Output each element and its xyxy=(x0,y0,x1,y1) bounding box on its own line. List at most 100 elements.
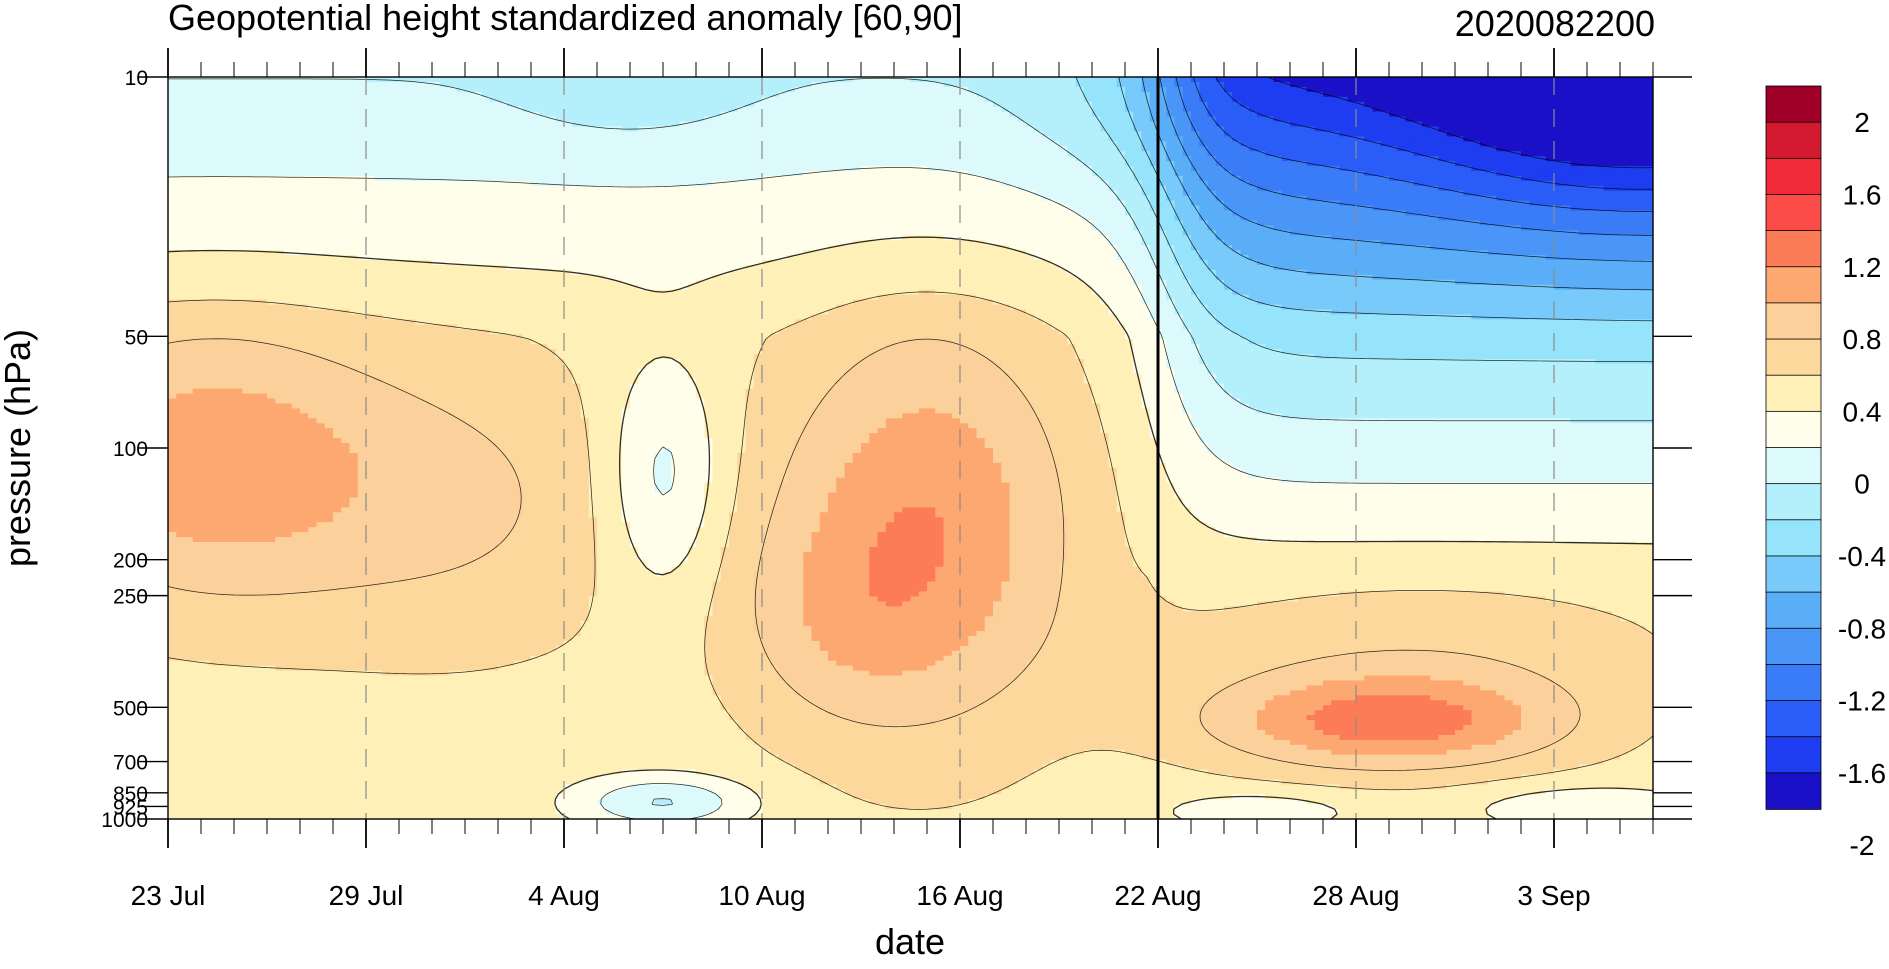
heatmap-cell xyxy=(1373,82,1382,88)
heatmap-cell xyxy=(1026,102,1035,108)
heatmap-cell xyxy=(1628,92,1637,98)
heatmap-cell xyxy=(1340,82,1349,88)
heatmap-cell xyxy=(845,87,854,93)
heatmap-cell xyxy=(960,117,969,123)
heatmap-cell xyxy=(737,87,746,93)
heatmap-cell xyxy=(1018,112,1027,118)
heatmap-cell xyxy=(498,77,507,83)
heatmap-cell xyxy=(861,87,870,93)
heatmap-cell xyxy=(647,102,656,108)
heatmap-cell xyxy=(267,102,276,108)
heatmap-cell xyxy=(1620,82,1629,88)
heatmap-cell xyxy=(696,87,705,93)
heatmap-cell xyxy=(515,87,524,93)
heatmap-cell xyxy=(234,102,243,108)
heatmap-cell xyxy=(176,77,185,83)
heatmap-cell xyxy=(242,122,251,128)
heatmap-cell xyxy=(1397,97,1406,103)
heatmap-cell xyxy=(779,97,788,103)
heatmap-cell xyxy=(308,122,317,128)
heatmap-cell xyxy=(902,122,911,128)
heatmap-cell xyxy=(1323,112,1332,118)
heatmap-cell xyxy=(284,87,293,93)
heatmap-cell xyxy=(1554,77,1563,83)
heatmap-cell xyxy=(259,87,268,93)
heatmap-cell xyxy=(853,107,862,113)
heatmap-cell xyxy=(787,107,796,113)
heatmap-cell xyxy=(869,97,878,103)
heatmap-cell xyxy=(424,87,433,93)
heatmap-cell xyxy=(515,97,524,103)
heatmap-cell xyxy=(490,102,499,108)
heatmap-cell xyxy=(1439,92,1448,98)
heatmap-cell xyxy=(1142,87,1151,93)
heatmap-cell xyxy=(1026,82,1035,88)
heatmap-cell xyxy=(515,77,524,83)
heatmap-cell xyxy=(548,107,557,113)
heatmap-cell xyxy=(1010,97,1019,103)
heatmap-cell xyxy=(663,117,672,123)
heatmap-cell xyxy=(671,122,680,128)
heatmap-cell xyxy=(473,92,482,98)
heatmap-cell xyxy=(1463,97,1472,103)
heatmap-cell xyxy=(820,112,829,118)
heatmap-cell xyxy=(1208,92,1217,98)
heatmap-cell xyxy=(696,92,705,98)
heatmap-cell xyxy=(985,112,994,118)
heatmap-cell xyxy=(531,102,540,108)
heatmap-cell xyxy=(869,102,878,108)
heatmap-cell xyxy=(853,97,862,103)
heatmap-cell xyxy=(523,82,532,88)
heatmap-cell xyxy=(201,92,210,98)
heatmap-cell xyxy=(308,92,317,98)
heatmap-cell xyxy=(1513,92,1522,98)
heatmap-cell xyxy=(407,92,416,98)
heatmap-cell xyxy=(1562,117,1571,123)
heatmap-cell xyxy=(647,107,656,113)
heatmap-cell xyxy=(1175,107,1184,113)
heatmap-cell xyxy=(968,122,977,128)
heatmap-cell xyxy=(1067,77,1076,83)
heatmap-cell xyxy=(655,122,664,128)
heatmap-cell xyxy=(168,117,177,123)
heatmap-cell xyxy=(1001,97,1010,103)
heatmap-cell xyxy=(539,102,548,108)
heatmap-cell xyxy=(1274,102,1283,108)
heatmap-cell xyxy=(1315,112,1324,118)
chart-root: Geopotential height standardized anomaly… xyxy=(0,0,1889,969)
heatmap-cell xyxy=(919,112,928,118)
heatmap-cell xyxy=(515,112,524,118)
heatmap-cell xyxy=(1224,107,1233,113)
heatmap-cell xyxy=(523,102,532,108)
heatmap-cell xyxy=(391,112,400,118)
heatmap-cell xyxy=(234,77,243,83)
heatmap-cell xyxy=(721,92,730,98)
heatmap-cell xyxy=(341,117,350,123)
heatmap-cell xyxy=(1133,112,1142,118)
heatmap-cell xyxy=(473,82,482,88)
heatmap-cell xyxy=(1340,77,1349,83)
heatmap-cell xyxy=(267,97,276,103)
heatmap-cell xyxy=(498,117,507,123)
heatmap-cell xyxy=(803,87,812,93)
heatmap-cell xyxy=(1034,107,1043,113)
heatmap-cell xyxy=(457,92,466,98)
heatmap-cell xyxy=(284,97,293,103)
heatmap-cell xyxy=(209,122,218,128)
heatmap-cell xyxy=(688,77,697,83)
heatmap-cell xyxy=(218,112,227,118)
heatmap-cell xyxy=(968,102,977,108)
heatmap-cell xyxy=(1298,97,1307,103)
heatmap-cell xyxy=(1026,117,1035,123)
heatmap-cell xyxy=(424,107,433,113)
heatmap-cell xyxy=(440,97,449,103)
heatmap-cell xyxy=(539,87,548,93)
heatmap-cell xyxy=(317,97,326,103)
heatmap-cell xyxy=(201,87,210,93)
heatmap-cell xyxy=(1100,117,1109,123)
heatmap-cell xyxy=(1043,82,1052,88)
heatmap-cell xyxy=(407,122,416,128)
heatmap-cell xyxy=(1480,102,1489,108)
heatmap-cell xyxy=(1381,97,1390,103)
heatmap-cell xyxy=(1100,107,1109,113)
